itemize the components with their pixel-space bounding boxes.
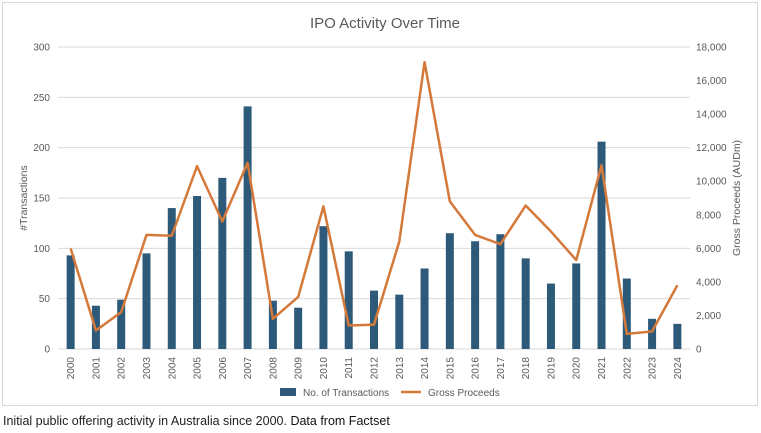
- bar: [496, 234, 505, 349]
- x-tick-label: 2008: [268, 357, 279, 380]
- x-tick-label: 2005: [193, 357, 204, 380]
- chart-frame: [2, 2, 758, 406]
- x-tick-label: 2021: [597, 357, 608, 380]
- x-tick-label: 2000: [66, 357, 77, 380]
- x-tick-label: 2019: [546, 357, 557, 380]
- legend-label-bars: No. of Transactions: [303, 388, 389, 399]
- right-tick-label: 16,000: [696, 76, 727, 87]
- right-tick-label: 12,000: [696, 143, 727, 154]
- x-tick-label: 2003: [142, 357, 153, 380]
- right-tick-label: 4,000: [696, 277, 721, 288]
- x-tick-label: 2010: [319, 357, 330, 380]
- right-tick-label: 14,000: [696, 110, 727, 121]
- gross-proceeds-line: [69, 60, 679, 336]
- bar: [370, 290, 378, 349]
- left-tick-label: 200: [33, 143, 50, 154]
- right-tick-label: 6,000: [696, 244, 721, 255]
- bar: [597, 141, 606, 349]
- left-tick-label: 250: [33, 93, 50, 104]
- bar: [142, 253, 151, 349]
- gridlines: [58, 46, 690, 350]
- x-tick-label: 2024: [673, 357, 684, 380]
- right-axis-ticks: 0 2,000 4,000 6,000 8,000 10,000 12,000 14,000 1…: [696, 43, 727, 356]
- bar: [66, 255, 75, 349]
- bar-series: [66, 106, 682, 349]
- caption-source: Data from Factset: [290, 414, 390, 428]
- bar: [218, 177, 227, 349]
- bar: [294, 307, 303, 349]
- x-tick-label: 2018: [521, 357, 532, 380]
- caption-text: Initial public offering activity in Aust…: [3, 414, 287, 428]
- left-tick-label: 0: [44, 345, 50, 356]
- legend-swatch-bars: [280, 388, 296, 396]
- right-tick-label: 10,000: [696, 177, 727, 188]
- x-tick-label: 2017: [496, 357, 507, 380]
- x-tick-label: 2009: [294, 357, 305, 380]
- bar: [319, 226, 328, 349]
- figure-caption: Initial public offering activity in Aust…: [3, 414, 390, 428]
- x-tick-label: 2022: [622, 357, 633, 380]
- bar: [117, 299, 126, 349]
- bar: [521, 258, 530, 349]
- legend-label-line: Gross Proceeds: [428, 388, 500, 399]
- right-tick-label: 2,000: [696, 311, 721, 322]
- bar: [572, 263, 581, 349]
- x-tick-label: 2011: [344, 357, 355, 379]
- x-tick-label: 2023: [648, 357, 659, 380]
- x-tick-label: 2020: [572, 357, 583, 380]
- x-tick-label: 2007: [243, 357, 254, 380]
- right-tick-label: 8,000: [696, 210, 721, 221]
- right-tick-label: 0: [696, 345, 702, 356]
- x-tick-label: 2015: [445, 357, 456, 380]
- bar: [546, 283, 555, 349]
- bar: [648, 318, 657, 349]
- x-tick-label: 2006: [218, 357, 229, 380]
- bar: [167, 208, 176, 349]
- bar: [471, 241, 480, 349]
- right-axis-title: Gross Proceeds (AUDm): [731, 140, 743, 256]
- bar: [673, 323, 682, 349]
- legend: No. of Transactions Gross Proceeds: [280, 388, 500, 399]
- left-axis-ticks: 0 50 100 150 200 250 300: [33, 43, 50, 356]
- x-tick-label: 2012: [370, 357, 381, 380]
- left-axis-title: #Transactions: [18, 165, 30, 231]
- bar: [344, 251, 353, 349]
- left-tick-label: 100: [33, 244, 50, 255]
- x-tick-label: 2002: [117, 357, 128, 380]
- bar: [268, 300, 277, 349]
- left-tick-label: 300: [33, 43, 50, 54]
- x-tick-label: 2014: [420, 357, 431, 380]
- x-tick-label: 2001: [91, 357, 102, 380]
- x-tick-label: 2004: [167, 357, 178, 380]
- bar: [420, 268, 429, 349]
- chart-title: IPO Activity Over Time: [310, 15, 460, 32]
- bar: [193, 195, 202, 349]
- bar: [243, 106, 252, 349]
- left-tick-label: 50: [39, 294, 51, 305]
- bar: [445, 233, 454, 349]
- left-tick-label: 150: [33, 194, 50, 205]
- bar: [622, 278, 631, 349]
- right-tick-label: 18,000: [696, 43, 727, 54]
- line-series: [69, 60, 679, 336]
- bar: [395, 294, 404, 349]
- x-axis-ticks: 2000 2001 2002 2003 2004 2005 2006 2007 2008 2009…: [66, 357, 684, 380]
- ipo-chart: IPO Activity Over Time 0 50 100 150 200 250 30…: [18, 15, 743, 399]
- x-tick-label: 2016: [471, 357, 482, 380]
- x-tick-label: 2013: [395, 357, 406, 380]
